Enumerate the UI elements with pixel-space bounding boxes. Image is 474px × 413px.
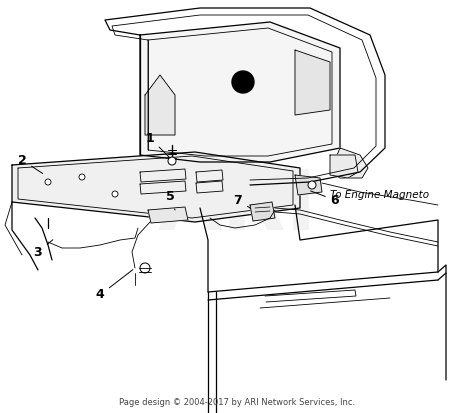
Circle shape <box>232 71 254 93</box>
Text: Page design © 2004-2017 by ARI Network Services, Inc.: Page design © 2004-2017 by ARI Network S… <box>119 398 355 407</box>
Text: To Engine Magneto: To Engine Magneto <box>330 190 429 200</box>
Text: 6: 6 <box>310 191 339 206</box>
Text: 4: 4 <box>96 270 133 301</box>
Polygon shape <box>330 148 368 178</box>
Polygon shape <box>145 75 175 135</box>
Text: ARI: ARI <box>157 166 317 247</box>
Text: 5: 5 <box>165 190 175 210</box>
Polygon shape <box>250 202 275 221</box>
Circle shape <box>140 263 150 273</box>
Circle shape <box>45 179 51 185</box>
Circle shape <box>112 191 118 197</box>
Text: 7: 7 <box>234 194 251 209</box>
Polygon shape <box>295 50 330 115</box>
Text: 2: 2 <box>18 154 43 173</box>
Polygon shape <box>148 207 188 223</box>
Polygon shape <box>330 155 358 178</box>
Circle shape <box>308 181 316 189</box>
Polygon shape <box>295 175 322 195</box>
Polygon shape <box>12 152 300 222</box>
Circle shape <box>79 174 85 180</box>
Text: 1: 1 <box>146 131 170 158</box>
Polygon shape <box>140 22 340 162</box>
Circle shape <box>168 157 176 165</box>
Text: 3: 3 <box>34 240 53 259</box>
